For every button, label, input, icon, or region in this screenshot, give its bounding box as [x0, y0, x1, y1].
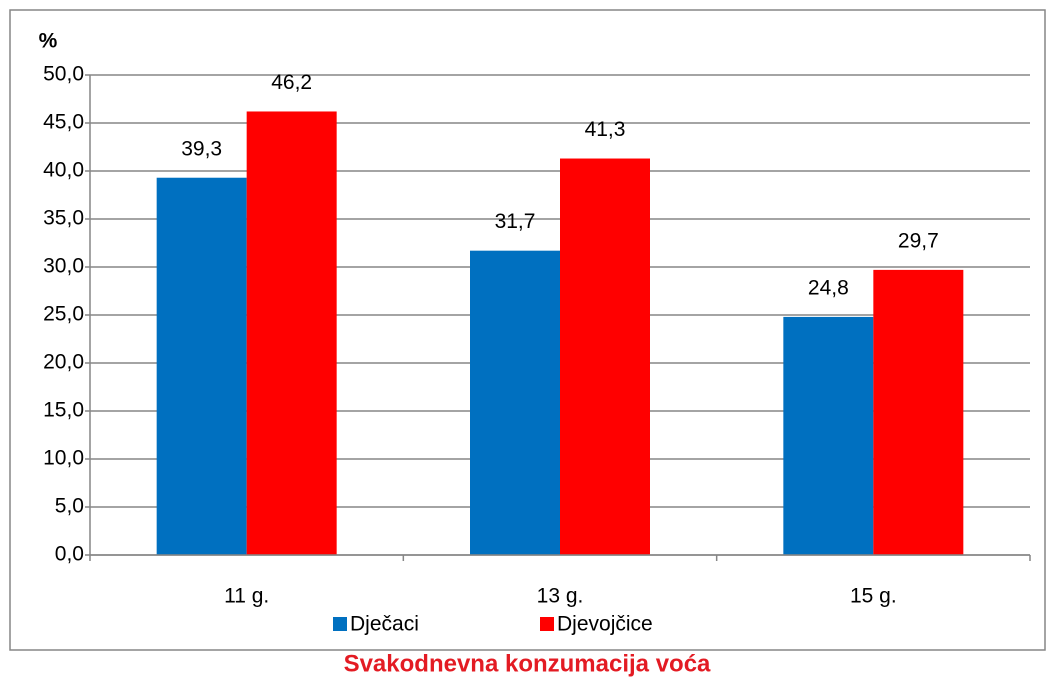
y-axis-label: %	[39, 30, 58, 53]
x-tick-label: 15 g.	[850, 585, 897, 608]
y-tick-label: 5,0	[55, 495, 84, 518]
data-label: 41,3	[585, 118, 626, 141]
legend-swatch	[333, 617, 347, 631]
bar	[783, 316, 874, 555]
bar	[246, 111, 337, 555]
y-tick-label: 50,0	[43, 63, 84, 86]
y-tick-label: 35,0	[43, 207, 84, 230]
y-tick-label: 40,0	[43, 159, 84, 182]
data-label: 46,2	[271, 71, 312, 94]
x-tick-label: 13 g.	[537, 585, 584, 608]
y-tick-label: 45,0	[43, 111, 84, 134]
bar	[873, 269, 964, 555]
data-label: 29,7	[898, 229, 939, 252]
bar	[470, 250, 560, 555]
bar	[560, 158, 650, 555]
data-label: 31,7	[495, 210, 536, 233]
legend-label: Dječaci	[350, 613, 419, 636]
x-tick-label: 11 g.	[224, 585, 269, 608]
data-label: 24,8	[808, 276, 849, 299]
chart-title: Svakodnevna konzumacija voća	[344, 650, 711, 677]
y-tick-label: 10,0	[43, 447, 84, 470]
y-tick-label: 25,0	[43, 303, 84, 326]
data-label: 39,3	[181, 137, 222, 160]
legend-swatch	[540, 617, 554, 631]
y-tick-label: 0,0	[55, 543, 84, 566]
y-tick-label: 20,0	[43, 351, 84, 374]
y-tick-label: 15,0	[43, 399, 84, 422]
y-tick-label: 30,0	[43, 255, 84, 278]
bar	[156, 177, 247, 555]
legend-label: Djevojčice	[557, 613, 653, 636]
